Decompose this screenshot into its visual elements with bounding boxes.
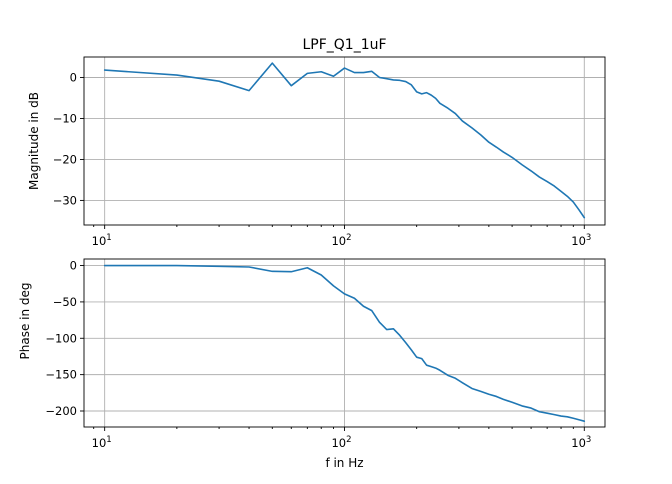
magnitude-x-tick-label-base: 10 (92, 234, 107, 248)
phase-x-tick-label-base: 10 (92, 436, 107, 450)
magnitude-series-line (103, 62, 586, 219)
magnitude-y-tick-label: 0 (70, 70, 77, 84)
magnitude-x-tick-label-exponent: 3 (586, 233, 591, 243)
phase-x-tick-label: 102 (331, 435, 351, 450)
phase-y-tick-label: −50 (53, 295, 77, 309)
magnitude-x-tick-label-base: 10 (571, 234, 586, 248)
phase-x-tick-label-base: 10 (331, 436, 346, 450)
magnitude-y-axis-label: Magnitude in dB (27, 92, 41, 190)
phase-series-line (103, 264, 586, 422)
magnitude-x-tick-label-base: 10 (331, 234, 346, 248)
phase-series (103, 264, 586, 422)
phase-x-tick-label: 103 (571, 435, 591, 450)
magnitude-x-tick-label: 103 (571, 233, 591, 248)
magnitude-x-tick-label-exponent: 1 (106, 233, 111, 243)
magnitude-y-tick-label: −20 (53, 152, 77, 166)
magnitude-x-tick-label: 102 (331, 233, 351, 248)
chart-title: LPF_Q1_1uF (302, 37, 386, 53)
phase-y-tick-label: −150 (45, 368, 77, 382)
phase-x-tick-label-exponent: 2 (346, 435, 351, 445)
phase-y-tick-label: −100 (45, 331, 77, 345)
x-axis-label: f in Hz (325, 456, 363, 470)
magnitude-x-tick-label: 101 (92, 233, 112, 248)
magnitude-x-tick-label-exponent: 2 (346, 233, 351, 243)
magnitude-series (103, 62, 586, 219)
magnitude-y-tick-label: −30 (53, 193, 77, 207)
phase-y-axis-label: Phase in deg (18, 282, 32, 359)
phase-x-tick-label-base: 10 (571, 436, 586, 450)
phase-x-tick-label-exponent: 3 (586, 435, 591, 445)
phase-y-tick-label: −200 (45, 404, 77, 418)
phase-y-tick-label: 0 (70, 259, 77, 273)
magnitude-grid (84, 57, 605, 225)
phase-x-tick-label: 101 (92, 435, 112, 450)
magnitude-y-tick-label: −10 (53, 111, 77, 125)
phase-x-tick-label-exponent: 1 (106, 435, 111, 445)
